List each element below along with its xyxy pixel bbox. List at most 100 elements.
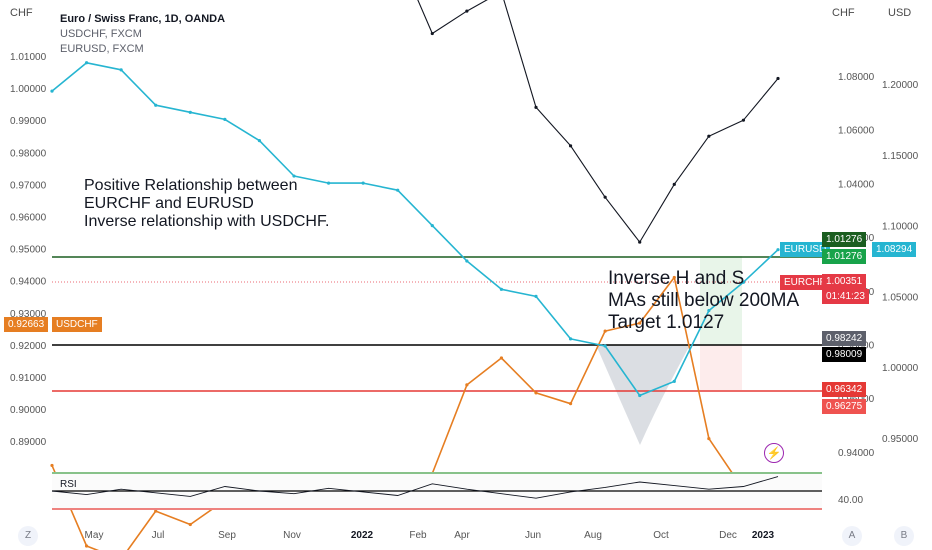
eurusd-line-point xyxy=(534,294,538,298)
eurusd-line-point xyxy=(292,174,296,178)
eurusd-line xyxy=(51,61,779,397)
left-tick-label: 0.99000 xyxy=(10,116,47,127)
note2-line1: Inverse H and S xyxy=(608,268,745,289)
usdchf-line-point xyxy=(568,402,573,406)
x-tick-label: Jun xyxy=(525,530,541,541)
usdchf-line-point xyxy=(188,522,192,527)
log-scale-button[interactable]: B xyxy=(894,526,914,546)
eurchf-name-tag: EURCHF xyxy=(780,275,830,290)
mid-tick-label: 1.06000 xyxy=(838,126,875,137)
right-tick-label: 1.05000 xyxy=(882,292,919,303)
rsi-pane xyxy=(51,472,822,510)
eurusd-line-point xyxy=(257,139,262,143)
timezone-button[interactable]: Z xyxy=(18,526,38,546)
x-tick-label: Aug xyxy=(584,530,602,541)
left-tick-label: 0.97000 xyxy=(10,180,47,191)
mid-tick-label: 1.08000 xyxy=(838,72,875,83)
x-tick-label: 2022 xyxy=(351,530,374,541)
usdchf-line-point xyxy=(672,275,676,280)
x-tick-label: Apr xyxy=(454,530,470,541)
eurusd-line-point xyxy=(188,110,192,114)
relationship-note: Positive Relationship between EURCHF and… xyxy=(84,177,329,231)
pattern-note: Inverse H and S MAs still below 200MA Ta… xyxy=(608,268,799,334)
right-tick-label: 1.20000 xyxy=(882,80,919,91)
eurchf-line-point xyxy=(430,31,434,36)
eurusd-line-point xyxy=(430,224,434,228)
right-tick-label: 1.00000 xyxy=(882,363,919,374)
eurusd-line-point xyxy=(326,181,331,185)
usdchf-line-point xyxy=(465,383,469,387)
green-level-tag-a: 1.01276 xyxy=(822,232,867,247)
note1-line2: EURCHF and EURUSD xyxy=(84,195,254,212)
eurusd-line-point xyxy=(465,259,469,263)
eurusd-line-point xyxy=(741,280,746,284)
eurusd-line-point xyxy=(223,117,227,121)
right-tick-label: 1.15000 xyxy=(882,151,919,162)
eurusd-line-point xyxy=(707,308,711,313)
mid-tick-label: 1.04000 xyxy=(838,179,875,190)
auto-scale-button[interactable]: A xyxy=(842,526,862,546)
left-tick-label: 0.96000 xyxy=(10,213,47,224)
x-tick-label: Sep xyxy=(218,530,236,541)
usdchf-line-point xyxy=(84,544,89,548)
eurusd-line-point xyxy=(672,379,676,383)
eurusd-line-point xyxy=(361,181,365,185)
legend-usdchf[interactable]: USDCHF, FXCM xyxy=(60,28,142,40)
usdchf-line-point xyxy=(50,463,54,468)
price-series xyxy=(50,0,780,550)
usdchf-line-point xyxy=(154,509,158,513)
note1-line3: Inverse relationship with USDCHF. xyxy=(84,213,330,230)
black-level-tag: 0.98009 xyxy=(822,347,867,362)
usdchf-line-point xyxy=(499,356,504,360)
red-level-tag-b: 0.96275 xyxy=(822,399,867,414)
eurusd-line-point xyxy=(154,103,158,107)
note1-line1: Positive Relationship between xyxy=(84,177,298,194)
usdchf-line-point xyxy=(638,321,642,325)
x-tick-label: Jul xyxy=(152,530,165,541)
mid-axis-unit: CHF xyxy=(832,7,855,19)
red-level-tag-a: 0.96342 xyxy=(822,382,867,397)
red-zone xyxy=(700,345,742,390)
eurchf-line-point xyxy=(603,195,607,199)
eurusd-line-point xyxy=(776,248,780,252)
left-tick-label: 0.90000 xyxy=(10,405,47,416)
eurusd-line-point xyxy=(84,61,89,65)
usdchf-line-point xyxy=(603,329,607,333)
legend-eurusd[interactable]: EURUSD, FXCM xyxy=(60,43,144,55)
green-level-tag-b: 1.01276 xyxy=(822,249,867,264)
usdchf-name-tag: USDCHF xyxy=(52,317,102,332)
left-tick-label: 0.91000 xyxy=(10,373,47,384)
eurchf-line-point xyxy=(672,182,676,186)
series-legend: Euro / Swiss Franc, 1D, OANDA USDCHF, FX… xyxy=(60,12,225,57)
x-tick-label: May xyxy=(85,530,104,541)
eurchf-line-point xyxy=(534,105,538,109)
right-tick-label: 0.95000 xyxy=(882,434,919,445)
x-tick-label: Dec xyxy=(719,530,737,541)
left-tick-label: 0.89000 xyxy=(10,437,47,448)
eurchf-line-point xyxy=(638,240,642,244)
axis-ticks: 1.01000 1.00000 0.99000 0.98000 0.97000 0.960… xyxy=(10,52,919,541)
usdchf-value-tag: 0.92663 xyxy=(4,317,49,332)
eurusd-line-point xyxy=(603,344,607,348)
x-tick-label: Oct xyxy=(653,530,669,541)
left-tick-label: 0.98000 xyxy=(10,148,47,159)
eurchf-line-point xyxy=(568,144,573,148)
bar-countdown: 01:41:23 xyxy=(822,289,869,304)
right-axis-unit: USD xyxy=(888,7,912,19)
mid-tick-label: 0.98000 xyxy=(838,341,875,352)
left-tick-label: 0.93000 xyxy=(10,309,47,320)
rsi-line xyxy=(51,476,779,499)
eurusd-line-point xyxy=(499,287,504,291)
horizontal-levels xyxy=(52,256,822,392)
note2-line3: Target 1.0127 xyxy=(608,312,725,333)
rsi-tick-label: 40.00 xyxy=(838,495,863,506)
eurchf-price-tag: 1.00351 xyxy=(822,274,867,289)
eurusd-value-tag: 1.08294 xyxy=(872,242,917,257)
left-axis-unit: CHF xyxy=(10,7,33,19)
lightning-icon[interactable]: ⚡ xyxy=(764,443,784,463)
left-tick-label: 1.00000 xyxy=(10,84,47,95)
left-tick-label: 0.92000 xyxy=(10,341,47,352)
legend-title[interactable]: Euro / Swiss Franc, 1D, OANDA xyxy=(60,13,226,25)
rsi-label[interactable]: RSI xyxy=(60,479,77,490)
